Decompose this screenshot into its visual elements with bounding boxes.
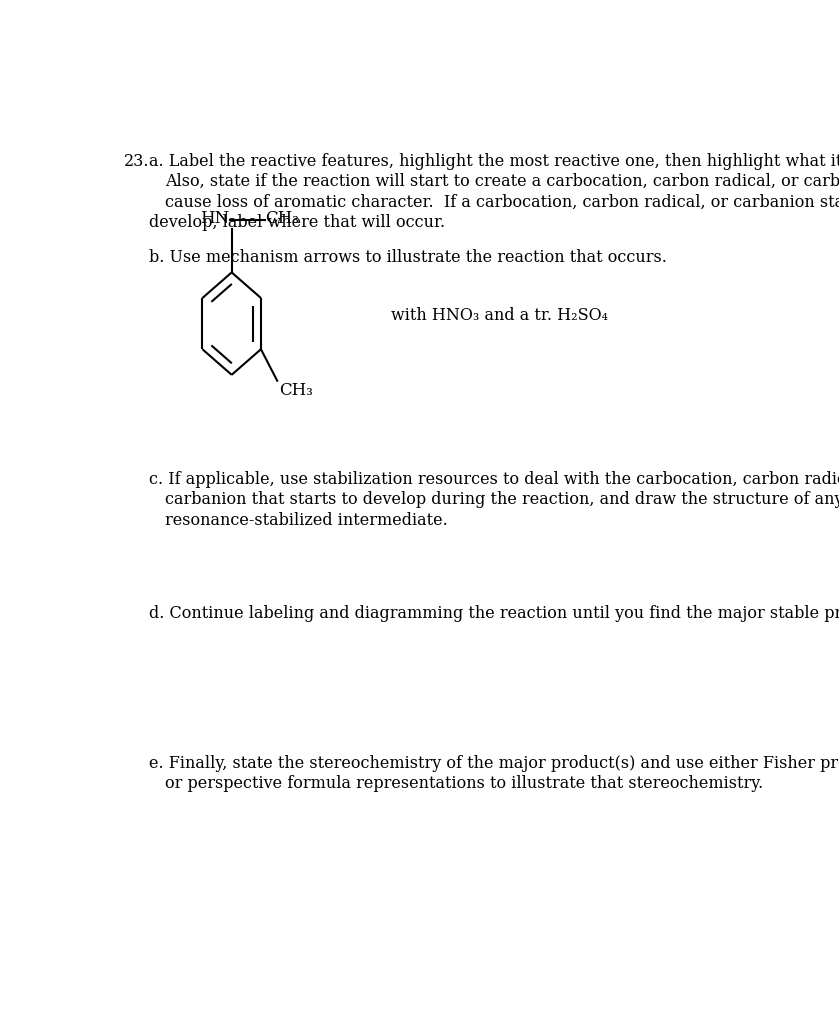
Text: or perspective formula representations to illustrate that stereochemistry.: or perspective formula representations t… xyxy=(164,775,763,792)
Text: CH₃: CH₃ xyxy=(279,383,313,399)
Text: e. Finally, state the stereochemistry of the major product(s) and use either Fis: e. Finally, state the stereochemistry of… xyxy=(149,755,839,771)
Text: carbanion that starts to develop during the reaction, and draw the structure of : carbanion that starts to develop during … xyxy=(164,491,839,508)
Text: c. If applicable, use stabilization resources to deal with the carbocation, carb: c. If applicable, use stabilization reso… xyxy=(149,471,839,488)
Text: with HNO₃ and a tr. H₂SO₄: with HNO₃ and a tr. H₂SO₄ xyxy=(391,307,608,324)
Text: develop, label where that will occur.: develop, label where that will occur. xyxy=(149,214,446,231)
Text: a. Label the reactive features, highlight the most reactive one, then highlight : a. Label the reactive features, highligh… xyxy=(149,152,839,170)
Text: HN: HN xyxy=(200,210,229,227)
Text: b. Use mechanism arrows to illustrate the reaction that occurs.: b. Use mechanism arrows to illustrate th… xyxy=(149,249,667,266)
Text: Also, state if the reaction will start to create a carbocation, carbon radical, : Also, state if the reaction will start t… xyxy=(164,173,839,190)
Text: CH₃: CH₃ xyxy=(265,210,300,227)
Text: d. Continue labeling and diagramming the reaction until you find the major stabl: d. Continue labeling and diagramming the… xyxy=(149,605,839,622)
Text: cause loss of aromatic character.  If a carbocation, carbon radical, or carbanio: cause loss of aromatic character. If a c… xyxy=(164,193,839,211)
Text: 23.: 23. xyxy=(124,152,150,170)
Text: resonance-stabilized intermediate.: resonance-stabilized intermediate. xyxy=(164,512,447,529)
